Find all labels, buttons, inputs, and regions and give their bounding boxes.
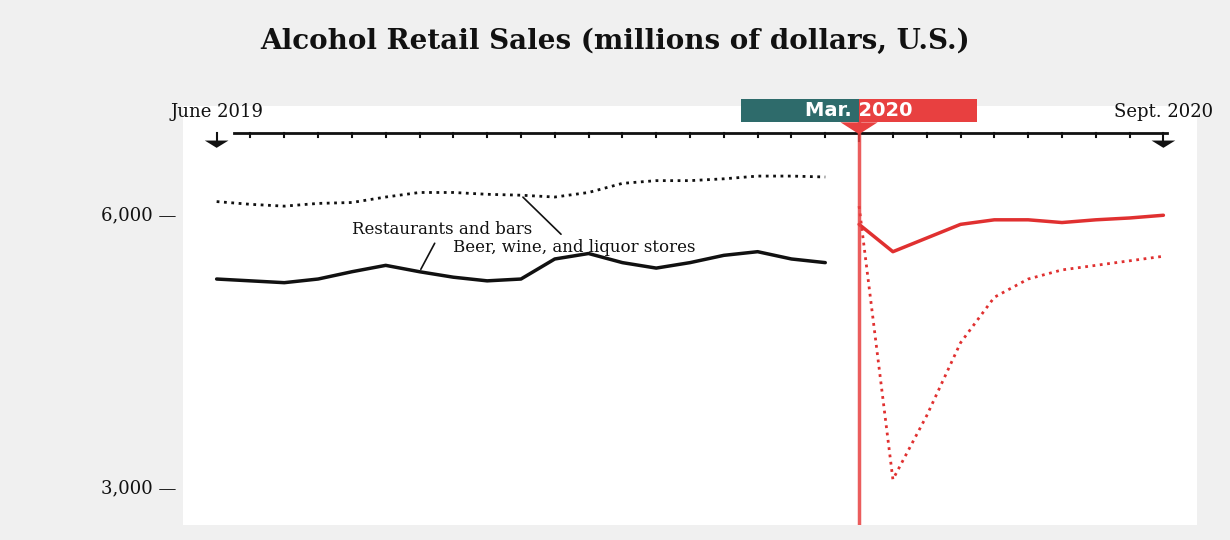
Text: Sept. 2020: Sept. 2020 (1114, 104, 1213, 122)
Text: Beer, wine, and liquor stores: Beer, wine, and liquor stores (454, 197, 696, 256)
Text: 6,000 —: 6,000 — (101, 206, 176, 224)
Polygon shape (205, 140, 229, 148)
Text: Alcohol Retail Sales (millions of dollars, U.S.): Alcohol Retail Sales (millions of dollar… (261, 28, 969, 56)
Bar (859, 99, 978, 123)
Text: Restaurants and bars: Restaurants and bars (352, 221, 533, 269)
Polygon shape (1151, 140, 1175, 148)
Bar (740, 99, 859, 123)
Text: June 2019: June 2019 (170, 104, 263, 122)
Polygon shape (840, 123, 878, 134)
Text: Mar. 2020: Mar. 2020 (806, 101, 913, 120)
Text: 3,000 —: 3,000 — (101, 480, 176, 497)
